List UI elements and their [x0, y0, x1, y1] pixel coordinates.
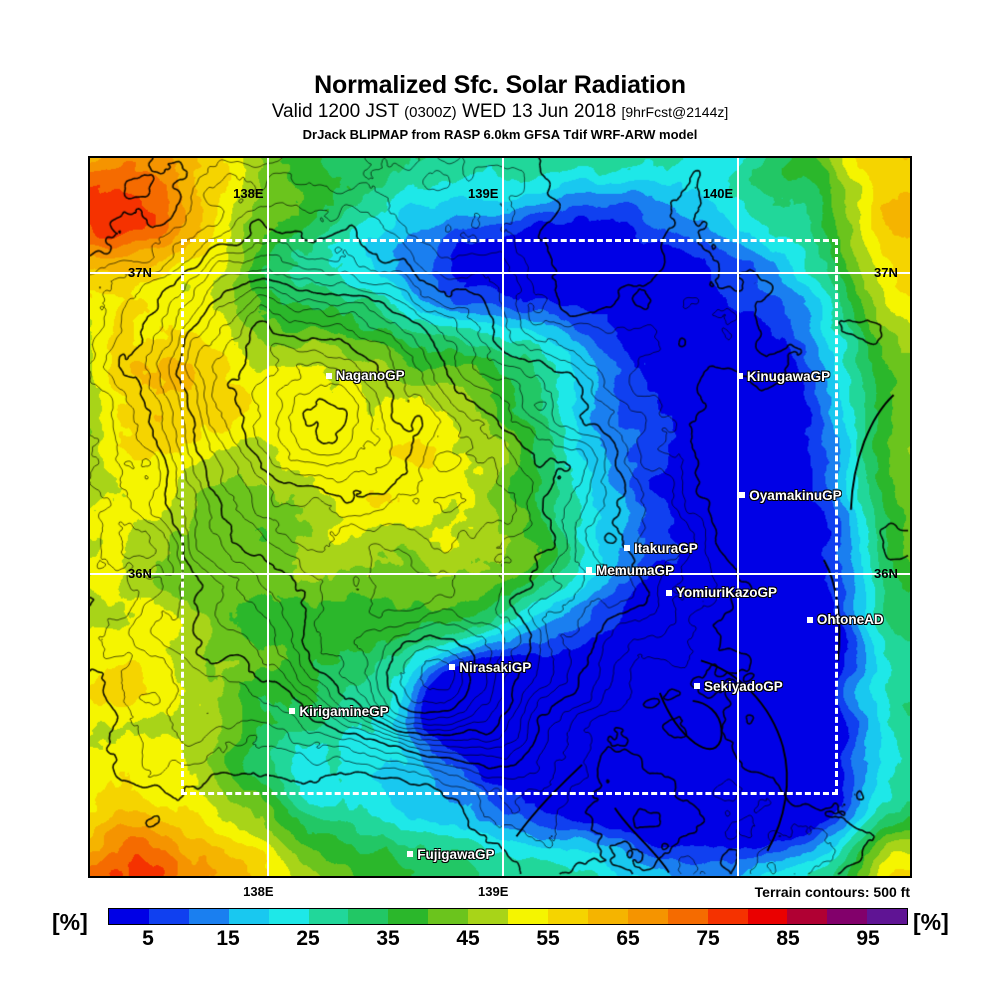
station-label: NaganoGP [335, 368, 405, 384]
station-label: OyamakinuGP [749, 487, 842, 503]
station-marker-FujigawaGP[interactable]: FujigawaGP [407, 846, 495, 862]
station-label: MemumaGP [596, 562, 675, 578]
colorbar-tick-15: 15 [216, 927, 240, 950]
station-dot-icon [693, 683, 700, 689]
colorbar-tick-75: 75 [696, 927, 720, 950]
valid-utc: (0300Z) [404, 104, 457, 122]
station-marker-ItakuraGP[interactable]: ItakuraGP [623, 540, 698, 556]
station-dot-icon [739, 492, 746, 499]
colorbar-tick-85: 85 [776, 927, 800, 950]
colorbar-band-85-90 [787, 909, 828, 924]
colorbar-band-25-30 [308, 909, 349, 924]
legend-unit-right: [%] [913, 909, 949, 935]
colorbar-tick-45: 45 [456, 927, 480, 950]
model-credit-line: DrJack BLIPMAP from RASP 6.0km GFSA Tdif… [302, 127, 698, 142]
colorbar-tick-55: 55 [536, 927, 560, 950]
colorbar-band-90-95 [827, 909, 868, 924]
colorbar-tick-95: 95 [856, 927, 880, 950]
colorbar-tick-35: 35 [376, 927, 400, 950]
station-dot-icon [623, 545, 630, 552]
station-label: KirigamineGP [299, 703, 389, 719]
colorbar-tick-labels: 5 15 25 35 45 55 65 75 85 95 [108, 927, 908, 953]
legend-unit-left: [%] [52, 909, 88, 935]
station-label: FujigawaGP [417, 846, 495, 862]
station-marker-OyamakinuGP[interactable]: OyamakinuGP [739, 487, 842, 503]
colorbar-band-40-45 [428, 909, 469, 924]
valid-date: WED 13 Jun 2018 [461, 101, 617, 123]
colorbar-band-30-35 [348, 909, 389, 924]
colorbar-band-10-15 [188, 909, 229, 924]
station-label: SekiyadoGP [703, 678, 783, 694]
colorbar-band-45-50 [468, 909, 509, 924]
colorbar-band-20-25 [268, 909, 309, 924]
colorbar-bands[interactable] [108, 908, 908, 925]
station-dot-icon [665, 589, 672, 596]
station-dot-icon [806, 616, 813, 623]
colorbar-tick-25: 25 [296, 927, 320, 950]
terrain-contour-note: Terrain contours: 500 ft [754, 884, 910, 900]
station-label: ItakuraGP [633, 540, 698, 556]
station-marker-SekiyadoGP[interactable]: SekiyadoGP [693, 678, 783, 694]
colorbar-band-5-10 [148, 909, 189, 924]
colorbar-band-55-60 [547, 909, 588, 924]
colorbar-band-80-85 [747, 909, 788, 924]
colorbar-band-65-70 [627, 909, 668, 924]
valid-prefix: Valid 1200 JST [271, 101, 399, 123]
colorbar-legend: [%] 5 15 25 35 45 55 65 75 85 95 [%] [0, 905, 1000, 965]
station-marker-KinugawaGP[interactable]: KinugawaGP [736, 368, 831, 384]
valid-time-line: Valid 1200 JST (0300Z) WED 13 Jun 2018 [… [0, 100, 1000, 124]
map-plot-area[interactable]: 138E 139E 140E 37N 36N 37N 36N NaganoGP Kinugawa… [88, 156, 912, 878]
colorbar-band-50-55 [508, 909, 548, 924]
station-label: NirasakiGP [459, 659, 532, 675]
station-marker-OhtoneAD[interactable]: OhtoneAD [806, 612, 884, 628]
station-dot-icon [325, 372, 332, 379]
colorbar-band-75-80 [707, 909, 748, 924]
lon-label-bottom-139E: 139E [478, 884, 509, 899]
colorbar-band-0-5 [109, 909, 149, 924]
station-marker-NirasakiGP[interactable]: NirasakiGP [449, 660, 531, 675]
colorbar-band-15-20 [228, 909, 269, 924]
colorbar-band-70-75 [667, 909, 708, 924]
colorbar-band-95-100 [867, 909, 908, 924]
station-marker-YomiuriKazoGP[interactable]: YomiuriKazoGP [665, 585, 777, 601]
lon-label-bottom-138E: 138E [243, 884, 274, 899]
page-title: Normalized Sfc. Solar Radiation [314, 71, 686, 99]
station-dot-icon [407, 851, 414, 858]
colorbar-tick-65: 65 [616, 927, 640, 950]
station-dot-icon [736, 373, 743, 380]
station-label: YomiuriKazoGP [675, 585, 777, 601]
station-label: KinugawaGP [746, 368, 831, 384]
forecast-tag: [9hrFcst@2144z] [621, 104, 729, 121]
station-dot-icon [289, 708, 296, 715]
station-label: OhtoneAD [816, 612, 884, 628]
station-marker-MemumaGP[interactable]: MemumaGP [586, 563, 674, 578]
colorbar-band-60-65 [587, 909, 628, 924]
solar-radiation-heatmap [90, 158, 910, 876]
colorbar-band-35-40 [388, 909, 429, 924]
station-marker-KirigamineGP[interactable]: KirigamineGP [289, 703, 389, 719]
station-marker-NaganoGP[interactable]: NaganoGP [325, 368, 405, 384]
colorbar-tick-5: 5 [142, 927, 154, 950]
station-dot-icon [586, 567, 593, 574]
title-block: Normalized Sfc. Solar Radiation Valid 12… [0, 72, 1000, 142]
station-dot-icon [449, 664, 456, 671]
